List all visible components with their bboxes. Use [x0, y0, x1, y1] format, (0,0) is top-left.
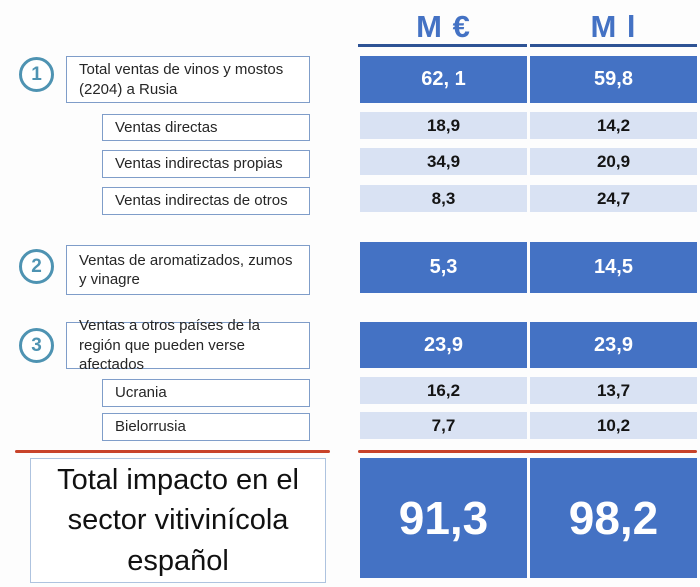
subrow-ventas-directas-meuros: 18,9 — [360, 112, 527, 139]
column-header-meuros: M € — [416, 9, 471, 44]
subrow-indirectas-propias-label: Ventas indirectas propias — [102, 150, 310, 178]
subrow-ucrania-meuros: 16,2 — [360, 377, 527, 404]
column-header-mliters: M l — [590, 9, 637, 44]
total-value-meuros: 91,3 — [360, 458, 527, 578]
subrow-indirectas-otros-meuros: 8,3 — [360, 185, 527, 212]
section-2-number-badge: 2 — [19, 249, 54, 284]
section-2-value-meuros: 5,3 — [360, 242, 527, 293]
header-underline-right — [530, 44, 697, 47]
subrow-indirectas-propias-meuros: 34,9 — [360, 148, 527, 175]
subrow-ventas-directas-label: Ventas directas — [102, 114, 310, 141]
subrow-indirectas-otros-label: Ventas indirectas de otros — [102, 187, 310, 215]
subrow-indirectas-propias-mliters: 20,9 — [530, 148, 697, 175]
total-value-mliters: 98,2 — [530, 458, 697, 578]
total-label: Total impacto en el sector vitivinícola … — [30, 458, 326, 583]
subrow-ucrania-mliters: 13,7 — [530, 377, 697, 404]
section-3-value-mliters: 23,9 — [530, 322, 697, 368]
subrow-bielorrusia-meuros: 7,7 — [360, 412, 527, 439]
header-underline-left — [358, 44, 527, 47]
section-1-label: Total ventas de vinos y mostos (2204) a … — [66, 56, 310, 103]
section-2-value-mliters: 14,5 — [530, 242, 697, 293]
subrow-indirectas-otros-mliters: 24,7 — [530, 185, 697, 212]
section-3-value-meuros: 23,9 — [360, 322, 527, 368]
section-1-value-meuros: 62, 1 — [360, 56, 527, 103]
total-separator-rule-right — [358, 450, 697, 453]
subrow-bielorrusia-label: Bielorrusia — [102, 413, 310, 441]
section-3-number-badge: 3 — [19, 328, 54, 363]
total-separator-rule-left — [15, 450, 330, 453]
section-3-label: Ventas a otros países de la región que p… — [66, 317, 310, 373]
section-1-value-mliters: 59,8 — [530, 56, 697, 103]
subrow-ucrania-label: Ucrania — [102, 379, 310, 407]
subrow-ventas-directas-mliters: 14,2 — [530, 112, 697, 139]
section-1-number-badge: 1 — [19, 57, 54, 92]
subrow-bielorrusia-mliters: 10,2 — [530, 412, 697, 439]
section-2-label: Ventas de aromatizados, zumos y vinagre — [66, 245, 310, 295]
